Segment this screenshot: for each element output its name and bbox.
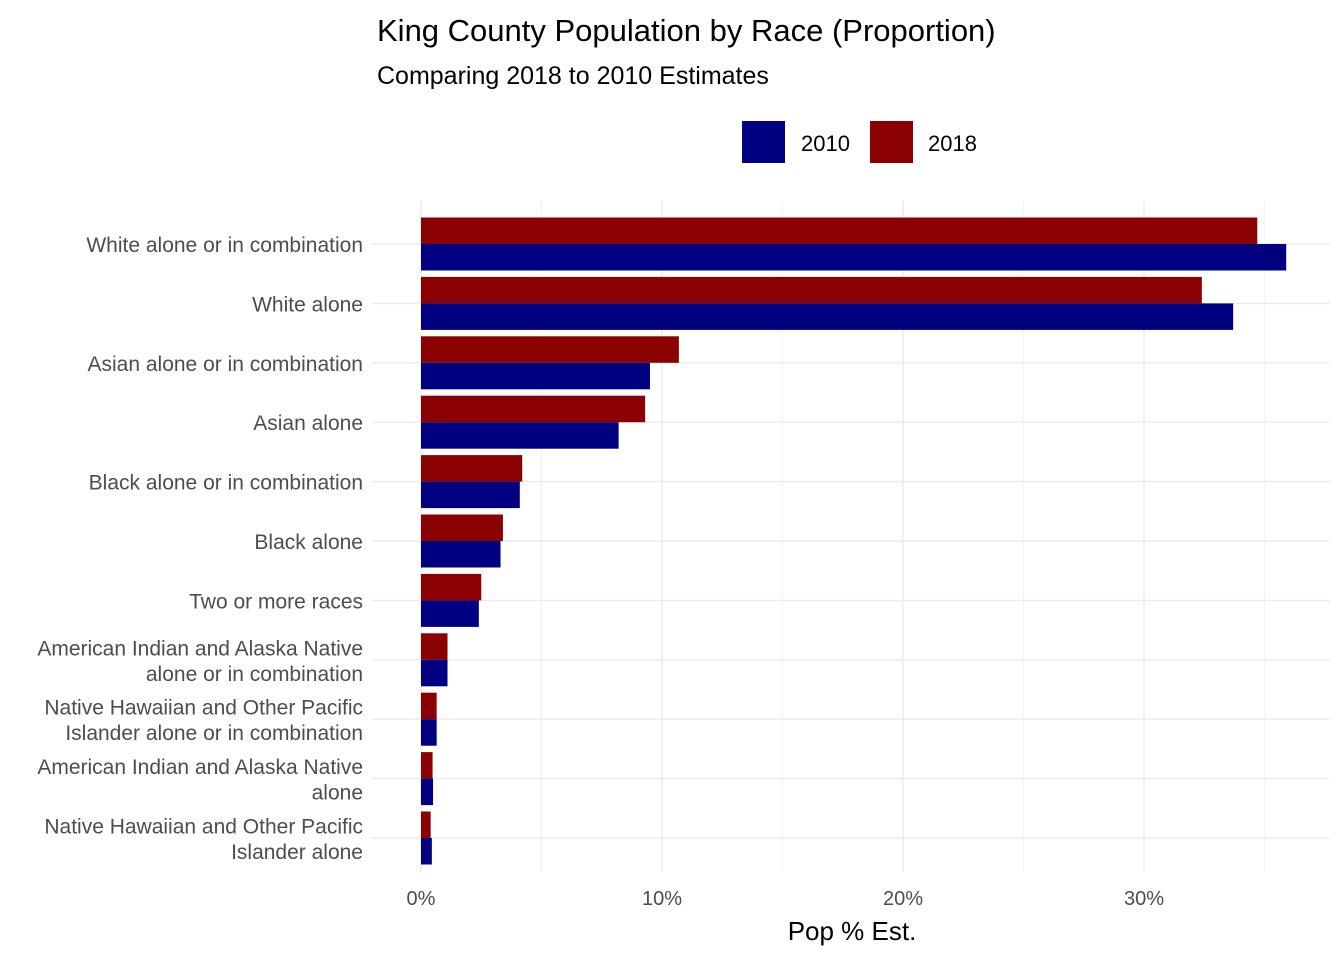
bar-2018	[421, 752, 433, 779]
bar-2010	[421, 659, 448, 687]
bar-2018	[421, 573, 482, 601]
bar-2010	[421, 481, 520, 509]
category-label: Black alone	[254, 531, 363, 554]
category-label: American Indian and Alaska Native alone	[37, 756, 363, 805]
bar-2018	[421, 276, 1202, 304]
category-label: Two or more races	[189, 590, 363, 613]
bar-2010	[421, 778, 434, 806]
bar-2010	[421, 719, 437, 746]
chart-title: King County Population by Race (Proporti…	[377, 13, 996, 48]
category-labels: White alone or in combination White alone…	[37, 234, 363, 864]
legend-key-2018	[870, 121, 913, 163]
category-label: Black alone or in combination	[89, 472, 363, 495]
bar-2010	[421, 244, 1287, 271]
bar-2010	[421, 838, 432, 865]
x-tick-label: 10%	[642, 888, 682, 910]
category-label: Asian alone	[253, 412, 363, 435]
category-label: Asian alone or in combination	[87, 353, 363, 376]
category-label: White alone or in combination	[86, 234, 363, 257]
bar-2018	[421, 217, 1258, 244]
bar-2010	[421, 303, 1234, 330]
bar-2010	[421, 362, 650, 390]
category-label: American Indian and Alaska Native alone o…	[37, 637, 363, 686]
legend-key-2010	[742, 121, 785, 163]
legend-label-2010: 2010	[801, 131, 850, 156]
bar-2018	[421, 633, 448, 660]
bar-2018	[421, 514, 503, 541]
bar-2010	[421, 600, 479, 627]
category-label: Native Hawaiian and Other Pacific Islande…	[44, 816, 363, 865]
bar-2018	[421, 455, 523, 482]
category-label: White alone	[252, 293, 363, 316]
bars	[421, 217, 1287, 865]
bar-2018	[421, 336, 679, 363]
bar-2018	[421, 395, 646, 423]
x-tick-label: 0%	[407, 888, 436, 910]
bar-2010	[421, 422, 619, 449]
legend-label-2018: 2018	[928, 131, 977, 156]
bar-2018	[421, 811, 431, 838]
x-axis-title: Pop % Est.	[788, 916, 917, 946]
bar-2010	[421, 541, 501, 568]
x-tick-label: 20%	[883, 888, 923, 910]
category-label: Native Hawaiian and Other Pacific Islande…	[44, 697, 363, 746]
chart-subtitle: Comparing 2018 to 2010 Estimates	[377, 62, 769, 90]
legend: 2010 2018	[742, 121, 977, 163]
bar-2018	[421, 692, 437, 720]
x-tick-labels: 0% 10% 20% 30%	[407, 888, 1165, 910]
x-tick-label: 30%	[1124, 888, 1164, 910]
